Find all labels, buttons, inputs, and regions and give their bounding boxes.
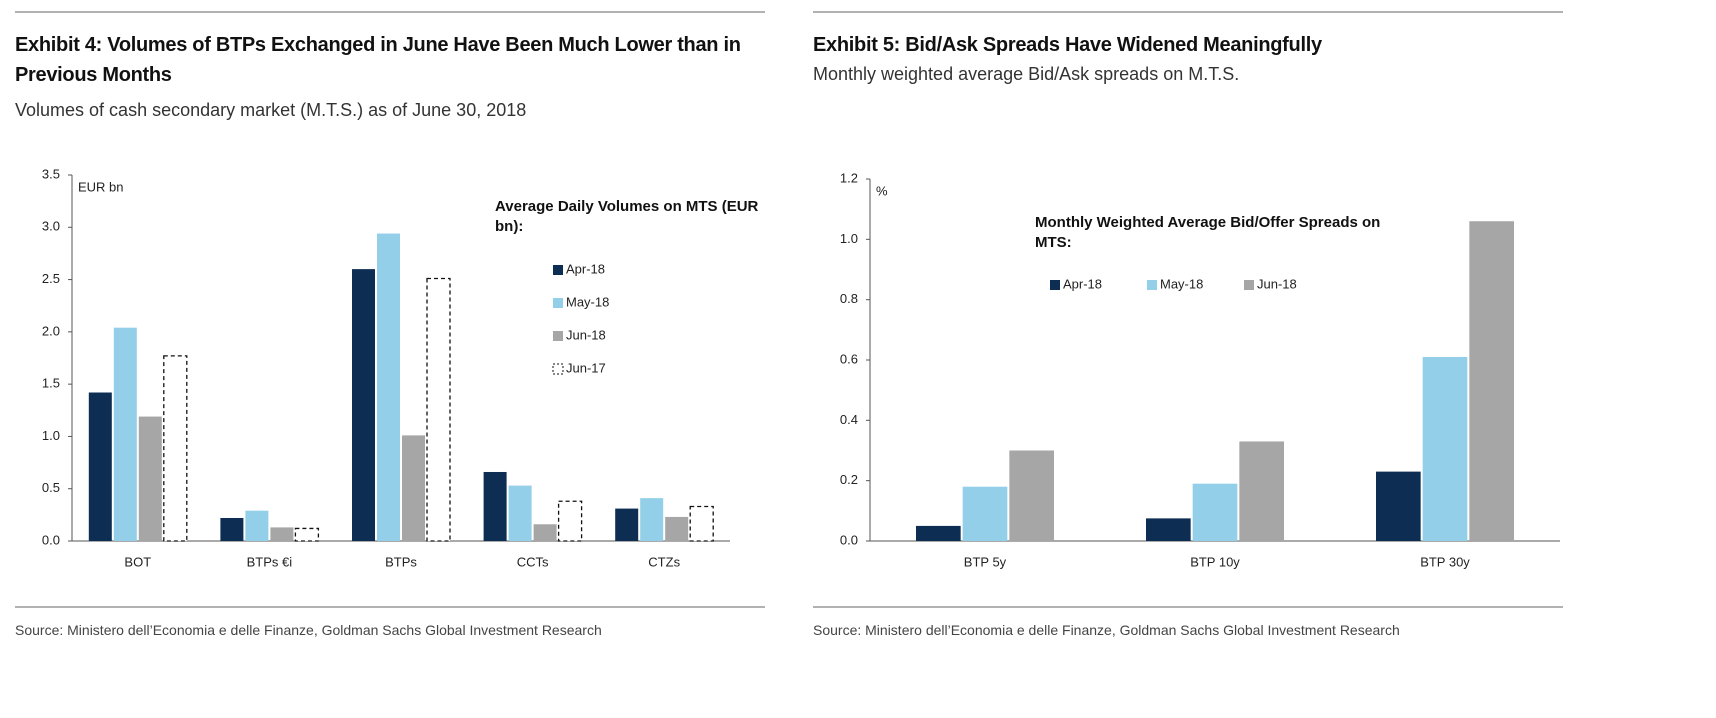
y-tick-label: 0.0 xyxy=(42,532,60,547)
bar xyxy=(220,517,244,541)
legend-title: Monthly Weighted Average Bid/Offer Sprea… xyxy=(1035,214,1381,251)
legend-marker xyxy=(553,298,563,308)
bar xyxy=(426,277,451,542)
y-tick-label: 1.5 xyxy=(42,376,60,391)
bar xyxy=(138,416,162,541)
bar xyxy=(352,269,375,541)
bar xyxy=(1469,221,1514,541)
legend-label: Jun-18 xyxy=(1257,276,1297,291)
x-tick-label: CCTs xyxy=(517,554,549,569)
source: Source: Ministero dell’Economia e delle … xyxy=(15,622,602,638)
bar xyxy=(1376,471,1421,541)
legend-label: Apr-18 xyxy=(1063,276,1102,291)
bar xyxy=(294,527,320,542)
y-tick-label: 3.0 xyxy=(42,219,60,234)
legend-marker xyxy=(553,265,563,275)
y-tick-label: 2.5 xyxy=(42,271,60,286)
legend-marker xyxy=(1244,280,1254,290)
y-tick-label: 1.0 xyxy=(840,231,858,246)
legend-label: May-18 xyxy=(1160,276,1203,291)
bar xyxy=(1009,450,1054,541)
legend-label: Jun-17 xyxy=(566,360,606,375)
x-tick-label: BTPs €i xyxy=(247,554,293,569)
chart-title-box: Exhibit 4: Volumes of BTPs Exchanged in … xyxy=(15,34,741,86)
bar xyxy=(402,435,425,541)
y-tick-label: 1.2 xyxy=(840,170,858,185)
bar xyxy=(270,527,294,541)
bar xyxy=(113,327,137,541)
bar xyxy=(962,486,1008,541)
chart-subtitle-box: Monthly weighted average Bid/Ask spreads… xyxy=(813,64,1240,84)
bar xyxy=(640,498,664,541)
y-axis-unit: EUR bn xyxy=(78,179,124,194)
y-axis-unit: % xyxy=(876,183,888,198)
chart-panel: Exhibit 4: Volumes of BTPs Exchanged in … xyxy=(15,11,765,638)
source-box: Source: Ministero dell’Economia e delle … xyxy=(813,622,1400,638)
bar xyxy=(163,355,188,542)
x-tick-label: BTP 5y xyxy=(964,554,1007,569)
legend-marker xyxy=(1147,280,1157,290)
y-tick-label: 0.4 xyxy=(840,412,858,427)
bar xyxy=(508,485,532,541)
legend-marker xyxy=(553,331,563,341)
x-tick-label: CTZs xyxy=(648,554,680,569)
x-tick-label: BTPs xyxy=(385,554,417,569)
bar xyxy=(557,500,583,542)
legend-title-box: Average Daily Volumes on MTS (EUR bn): xyxy=(495,198,759,235)
legend-title: Average Daily Volumes on MTS (EUR bn): xyxy=(495,198,759,235)
chart-subtitle-box: Volumes of cash secondary market (M.T.S.… xyxy=(15,100,527,120)
chart-title: Exhibit 5: Bid/Ask Spreads Have Widened … xyxy=(813,34,1322,56)
y-tick-label: 0.5 xyxy=(42,480,60,495)
y-tick-label: 0.0 xyxy=(840,532,858,547)
bar xyxy=(483,471,507,541)
bar xyxy=(689,505,714,542)
y-tick-label: 0.6 xyxy=(840,351,858,366)
y-tick-label: 0.2 xyxy=(840,472,858,487)
legend-title-box: Monthly Weighted Average Bid/Offer Sprea… xyxy=(1035,214,1381,251)
bar xyxy=(1192,483,1238,541)
bar xyxy=(615,508,639,541)
bar xyxy=(665,516,689,541)
legend-marker xyxy=(1050,280,1060,290)
chart-subtitle: Volumes of cash secondary market (M.T.S.… xyxy=(15,100,527,120)
bar xyxy=(88,392,112,541)
chart-subtitle: Monthly weighted average Bid/Ask spreads… xyxy=(813,64,1240,84)
x-tick-label: BTP 10y xyxy=(1190,554,1240,569)
y-tick-label: 2.0 xyxy=(42,323,60,338)
y-tick-label: 3.5 xyxy=(42,166,60,181)
bar xyxy=(916,525,961,541)
legend-label: Jun-18 xyxy=(566,327,606,342)
legend-label: Apr-18 xyxy=(566,261,605,276)
chart-title: Exhibit 4: Volumes of BTPs Exchanged in … xyxy=(15,34,741,86)
bar xyxy=(1146,518,1191,541)
bar xyxy=(533,524,557,541)
chart-title-box: Exhibit 5: Bid/Ask Spreads Have Widened … xyxy=(813,34,1322,56)
legend-label: May-18 xyxy=(566,294,609,309)
source-box: Source: Ministero dell’Economia e delle … xyxy=(15,622,602,638)
legend-marker xyxy=(552,363,564,375)
x-tick-label: BTP 30y xyxy=(1420,554,1470,569)
x-tick-label: BOT xyxy=(124,554,151,569)
y-tick-label: 1.0 xyxy=(42,428,60,443)
source: Source: Ministero dell’Economia e delle … xyxy=(813,622,1400,638)
bar xyxy=(1422,356,1468,541)
bar xyxy=(377,233,400,541)
chart-panel: Exhibit 5: Bid/Ask Spreads Have Widened … xyxy=(813,11,1563,638)
y-tick-label: 0.8 xyxy=(840,291,858,306)
bar xyxy=(245,510,269,541)
bar xyxy=(1239,441,1284,541)
